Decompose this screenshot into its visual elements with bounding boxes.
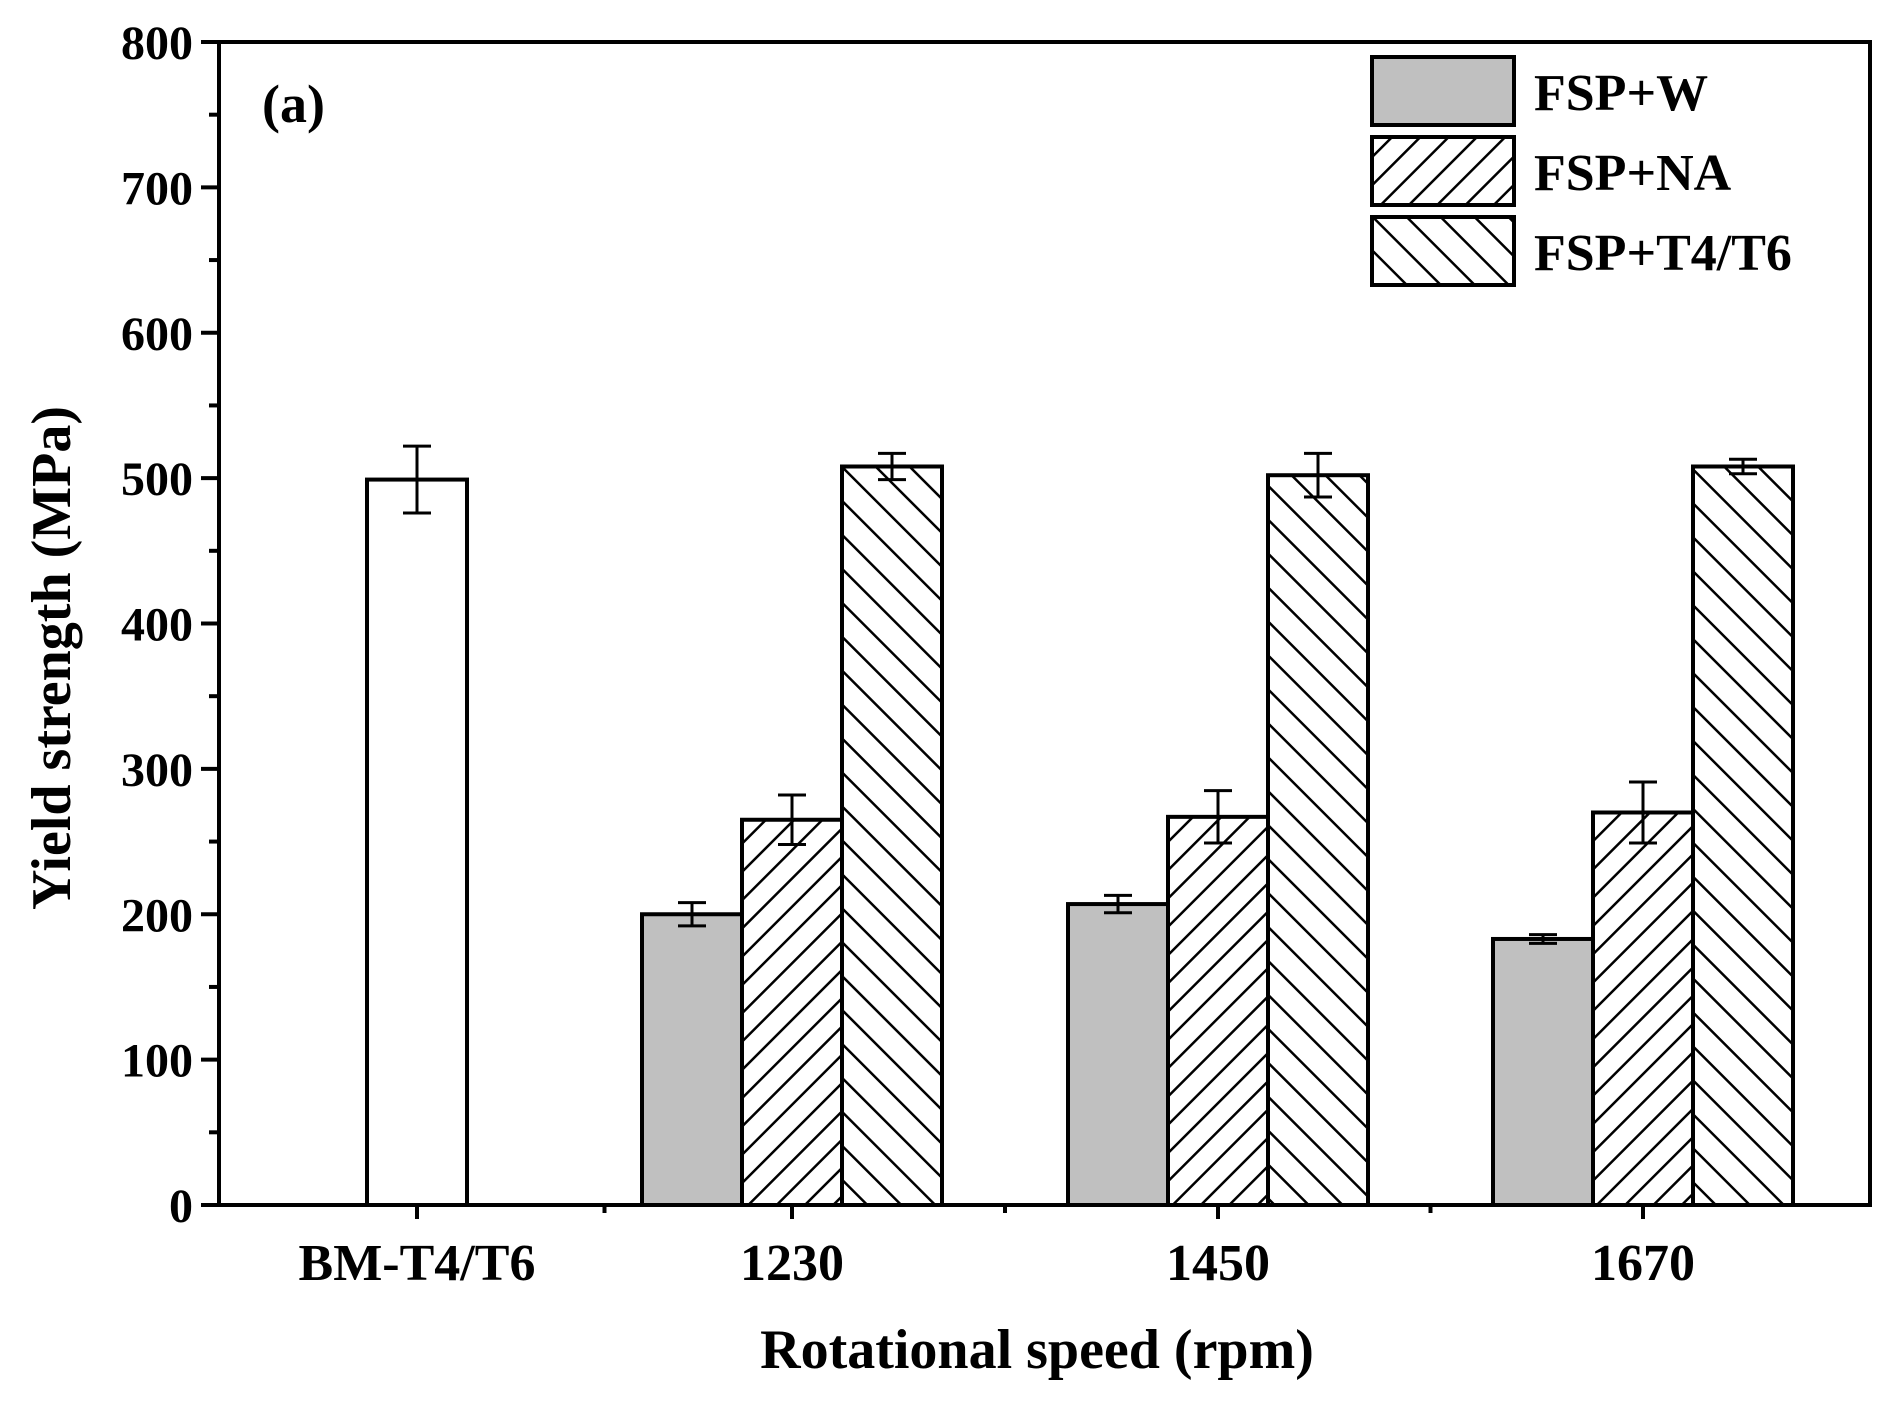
x-axis-title: Rotational speed (rpm) bbox=[760, 1319, 1314, 1381]
bar-fsp-na-1230 bbox=[740, 817, 844, 1207]
bar-fsp-t4-t6-1670 bbox=[1691, 464, 1795, 1207]
bar-fsp-na-1450 bbox=[1166, 814, 1270, 1207]
x-tick-label: BM-T4/T6 bbox=[299, 1235, 536, 1292]
legend-swatch-1 bbox=[1370, 55, 1516, 127]
y-tick-label: 400 bbox=[121, 599, 193, 652]
y-tick-label: 0 bbox=[169, 1180, 193, 1233]
legend-label-3: FSP+T4/T6 bbox=[1534, 225, 1792, 282]
bar-fsp-t4-t6-1230 bbox=[840, 464, 944, 1207]
legend-label-2: FSP+NA bbox=[1534, 145, 1732, 202]
axes-group: 0 100 200 300 400 500 600 700 800 BM-T4/T6 1230 145… bbox=[121, 17, 1695, 1292]
legend-label-1: FSP+W bbox=[1534, 65, 1708, 122]
y-tick-label: 800 bbox=[121, 17, 193, 70]
bar-fsp-t4-t6-1450 bbox=[1266, 473, 1370, 1207]
legend-swatch-2 bbox=[1370, 135, 1516, 207]
y-tick-label: 600 bbox=[121, 308, 193, 361]
bar-fsp-w-1450 bbox=[1066, 902, 1170, 1207]
x-tick-label: 1230 bbox=[740, 1235, 844, 1292]
x-tick-label: 1670 bbox=[1591, 1235, 1695, 1292]
y-tick-label: 300 bbox=[121, 744, 193, 797]
bar-fsp-w-1230 bbox=[640, 912, 744, 1207]
panel-label: (a) bbox=[262, 74, 325, 134]
legend: FSP+W FSP+NA FSP+T4/T6 bbox=[1370, 55, 1792, 287]
bar-fsp-na-1670 bbox=[1591, 810, 1695, 1207]
y-tick-label: 500 bbox=[121, 453, 193, 506]
bar-fsp-w-1670 bbox=[1491, 936, 1595, 1207]
x-tick-label: 1450 bbox=[1166, 1235, 1270, 1292]
legend-swatch-3 bbox=[1370, 215, 1516, 287]
bars-group bbox=[365, 444, 1795, 1207]
y-axis-title: Yield strength (MPa) bbox=[21, 406, 83, 910]
bar-bm-t4-t6 bbox=[365, 477, 469, 1207]
y-tick-label: 200 bbox=[121, 889, 193, 942]
y-tick-label: 100 bbox=[121, 1035, 193, 1088]
y-tick-label: 700 bbox=[121, 162, 193, 215]
